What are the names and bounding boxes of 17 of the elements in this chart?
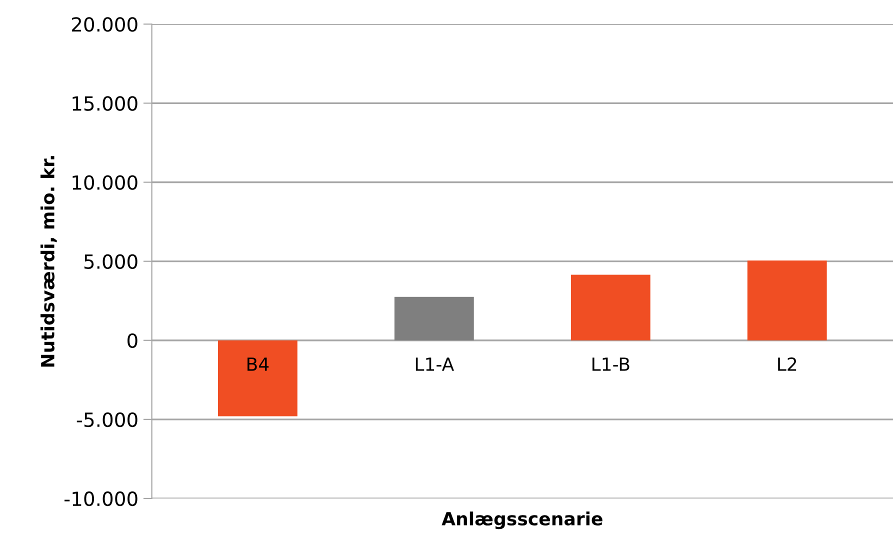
y-axis-title: Nutidsværdi, mio. kr. bbox=[40, 156, 57, 367]
x-axis-title: Anlægsscenarie bbox=[442, 512, 602, 530]
y-tick-label: 20.000 bbox=[72, 17, 138, 32]
x-tick-label: L2 bbox=[778, 357, 796, 371]
y-tick-label: -5.000 bbox=[76, 412, 138, 428]
bar bbox=[747, 260, 827, 340]
x-tick-label: L1-A bbox=[416, 358, 454, 371]
y-tick-label: 15.000 bbox=[72, 96, 138, 111]
y-tick-label: 5.000 bbox=[84, 254, 138, 269]
y-tick-label: 0 bbox=[128, 333, 138, 348]
y-tick-label: 10.000 bbox=[72, 175, 138, 190]
x-tick-label: L1-B bbox=[592, 358, 630, 371]
bar bbox=[570, 274, 650, 340]
x-tick-label: B4 bbox=[248, 358, 269, 371]
y-tick-label: -10.000 bbox=[64, 491, 138, 506]
bar bbox=[218, 340, 298, 416]
bar bbox=[394, 296, 474, 340]
